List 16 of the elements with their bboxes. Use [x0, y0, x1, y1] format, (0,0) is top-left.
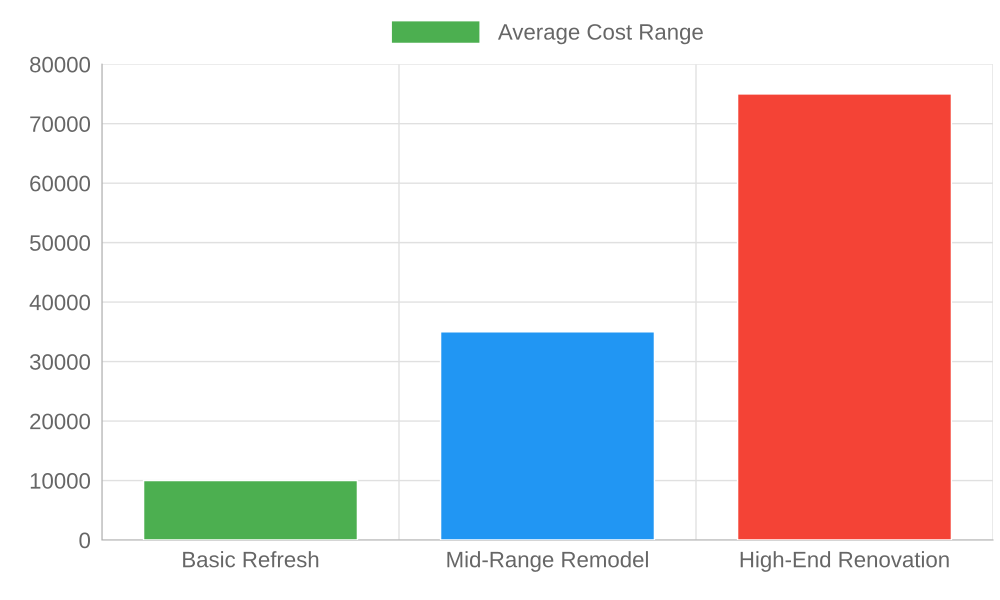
- y-tick-label: 50000: [30, 235, 90, 251]
- x-tick-label: High-End Renovation: [740, 551, 949, 572]
- y-tick-label: 80000: [30, 56, 90, 72]
- x-tick-label: Mid-Range Remodel: [447, 551, 648, 572]
- bar: [142, 480, 358, 540]
- legend-label: Average Cost Range: [498, 24, 703, 44]
- y-tick-label: 60000: [30, 176, 90, 192]
- bar: [736, 93, 952, 540]
- y-tick-label: 10000: [30, 473, 90, 489]
- y-tick-label: 0: [79, 532, 90, 548]
- bar: [440, 331, 656, 540]
- y-tick-label: 20000: [30, 414, 90, 430]
- x-tick-label: Basic Refresh: [183, 551, 318, 568]
- y-tick-label: 70000: [30, 116, 90, 132]
- y-tick-label: 40000: [30, 294, 90, 310]
- y-tick-label: 30000: [30, 354, 90, 370]
